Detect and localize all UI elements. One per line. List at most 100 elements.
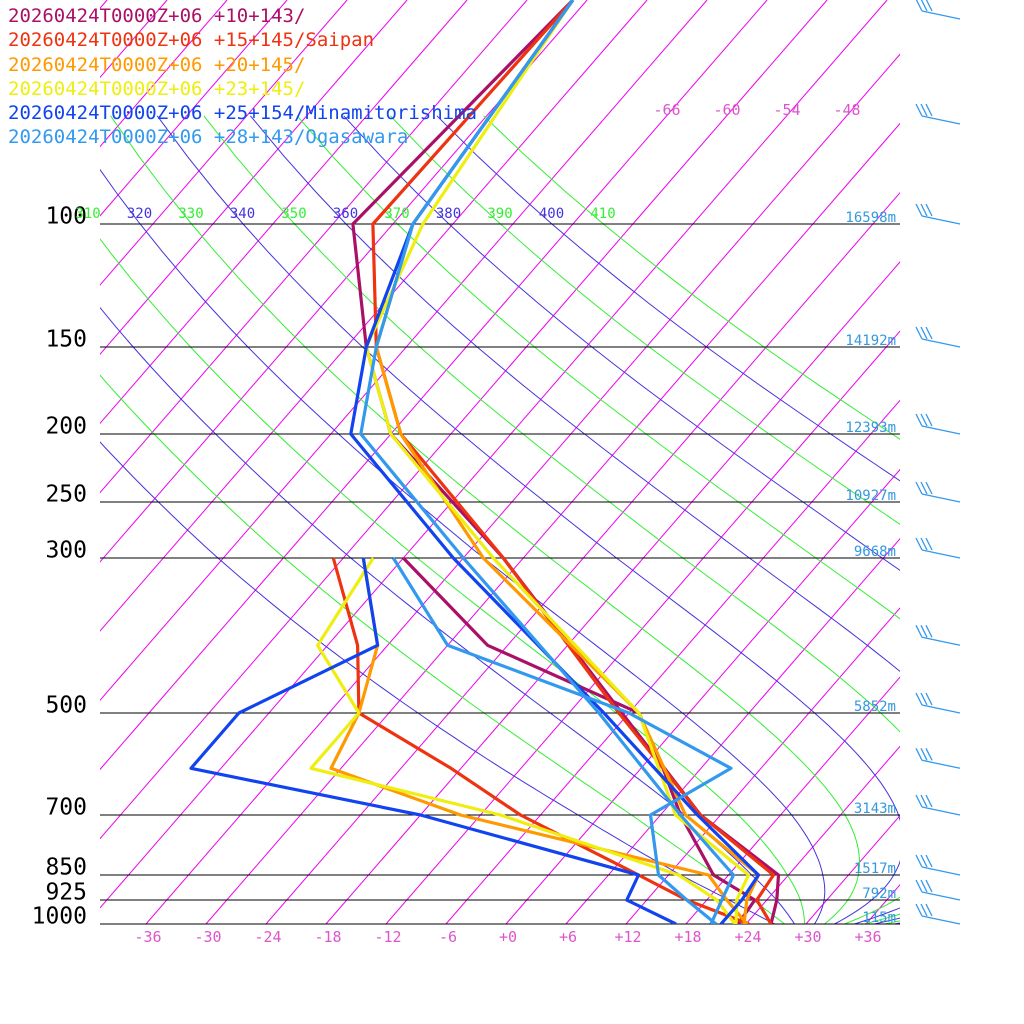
theta-label: 330 bbox=[178, 206, 203, 222]
theta-curve bbox=[343, 115, 900, 924]
temperature-line bbox=[349, 0, 761, 924]
theta-label: 410 bbox=[590, 206, 615, 222]
theta-label: 340 bbox=[230, 206, 255, 222]
theta-curve bbox=[203, 115, 900, 924]
wind-barb bbox=[915, 537, 961, 559]
height-label: 14192m bbox=[845, 333, 896, 349]
isotherm-line bbox=[505, 468, 900, 924]
temperature-line bbox=[359, 0, 736, 924]
isotherm-line bbox=[145, 53, 900, 924]
x-tick-label: -12 bbox=[374, 928, 401, 946]
theta-curve bbox=[100, 238, 805, 924]
wind-barb bbox=[915, 203, 961, 225]
x-tick-label: -30 bbox=[194, 928, 221, 946]
theta-curve bbox=[100, 306, 795, 924]
legend: 20260424T0000Z+06 +10+143/ 20260424T0000… bbox=[8, 4, 477, 150]
isotherm-line bbox=[325, 261, 900, 924]
isotherm-line bbox=[986, 0, 1024, 924]
x-tick-label: -24 bbox=[254, 928, 281, 946]
wind-barb bbox=[915, 103, 961, 125]
pressure-label: 850 bbox=[45, 855, 87, 881]
wind-barb bbox=[915, 748, 961, 769]
height-label: 12393m bbox=[845, 420, 896, 436]
wind-barb bbox=[915, 0, 961, 20]
isotherm-line bbox=[385, 330, 900, 924]
theta-curve bbox=[296, 115, 900, 924]
wind-barb bbox=[915, 413, 961, 435]
height-label: 16598m bbox=[845, 210, 896, 226]
legend-entry: 20260424T0000Z+06 +20+145/ bbox=[8, 53, 306, 76]
theta-label: 380 bbox=[436, 206, 461, 222]
x-tick-label: +0 bbox=[499, 928, 517, 946]
x-tick-label: +30 bbox=[794, 928, 821, 946]
dewpoint-line bbox=[402, 556, 757, 924]
theta-label: 400 bbox=[539, 206, 564, 222]
isotherm-line bbox=[100, 0, 588, 563]
isotherm-line bbox=[100, 0, 648, 632]
isotherm-line bbox=[745, 745, 900, 924]
isotherm-line bbox=[445, 399, 900, 924]
upper-temp-label: -60 bbox=[713, 101, 740, 119]
pressure-label: 100 bbox=[45, 204, 87, 230]
x-tick-label: +18 bbox=[674, 928, 701, 946]
theta-curve bbox=[483, 115, 900, 440]
x-tick-label: -6 bbox=[439, 928, 457, 946]
x-tick-label: -36 bbox=[134, 928, 161, 946]
legend-entry: 20260424T0000Z+06 +28+143/Ogasawara bbox=[8, 126, 409, 149]
isotherm-line bbox=[100, 0, 288, 217]
isotherm-line bbox=[685, 676, 900, 924]
upper-temp-label: -54 bbox=[773, 101, 800, 119]
height-label: 1517m bbox=[854, 861, 896, 877]
isotherm-line bbox=[100, 0, 768, 771]
wind-barb bbox=[915, 625, 961, 646]
wind-barb bbox=[915, 903, 961, 925]
isotherm-line bbox=[100, 0, 408, 355]
theta-label: 310 bbox=[75, 206, 100, 222]
wind-barb bbox=[915, 879, 961, 901]
theta-label: 350 bbox=[281, 206, 306, 222]
theta-curve bbox=[110, 115, 860, 924]
x-tick-label: +6 bbox=[559, 928, 577, 946]
legend-entry: 20260424T0000Z+06 +15+145/Saipan bbox=[8, 29, 375, 52]
wind-barb bbox=[915, 794, 961, 816]
isotherm-line bbox=[100, 0, 468, 425]
isotherm-line bbox=[565, 537, 900, 924]
isotherm-line bbox=[100, 0, 888, 909]
upper-temp-label: -48 bbox=[833, 101, 860, 119]
legend-entry: 20260424T0000Z+06 +23+145/ bbox=[8, 77, 306, 100]
isotherm-line bbox=[625, 607, 900, 924]
upper-temp-label: -66 bbox=[653, 101, 680, 119]
height-label: 115m bbox=[862, 910, 896, 926]
wind-barbs bbox=[915, 0, 961, 925]
theta-curve bbox=[389, 115, 900, 924]
isotherm-line bbox=[865, 884, 900, 924]
theta-curve bbox=[100, 374, 785, 924]
isotherm-line bbox=[100, 0, 828, 840]
pressure-label: 700 bbox=[45, 795, 87, 821]
height-label: 10927m bbox=[845, 488, 896, 504]
theta-label: 390 bbox=[487, 206, 512, 222]
axis-labels: 100 16598m 150 14192m 200 12393m 250 10927m 300 9… bbox=[32, 101, 896, 946]
sounding-profiles bbox=[189, 0, 781, 924]
height-label: 5852m bbox=[854, 699, 896, 715]
height-label: 792m bbox=[862, 886, 896, 902]
height-label: 9668m bbox=[854, 544, 896, 560]
x-tick-label: +12 bbox=[614, 928, 641, 946]
pressure-label: 150 bbox=[45, 327, 87, 353]
theta-curve bbox=[156, 115, 900, 924]
isotherm-line bbox=[265, 191, 900, 924]
x-tick-label: -18 bbox=[314, 928, 341, 946]
theta-curve bbox=[250, 115, 900, 924]
wind-barb bbox=[915, 326, 961, 348]
pressure-label: 500 bbox=[45, 693, 87, 719]
pressure-label: 250 bbox=[45, 482, 87, 508]
legend-entry: 20260424T0000Z+06 +10+143/ bbox=[8, 5, 306, 27]
pressure-label: 925 bbox=[45, 880, 87, 906]
wind-barb bbox=[915, 481, 961, 503]
isotherm-line bbox=[805, 814, 900, 924]
pressure-label: 200 bbox=[45, 414, 87, 440]
theta-label: 320 bbox=[127, 206, 152, 222]
theta-label: 360 bbox=[333, 206, 358, 222]
wind-barb bbox=[915, 854, 961, 876]
